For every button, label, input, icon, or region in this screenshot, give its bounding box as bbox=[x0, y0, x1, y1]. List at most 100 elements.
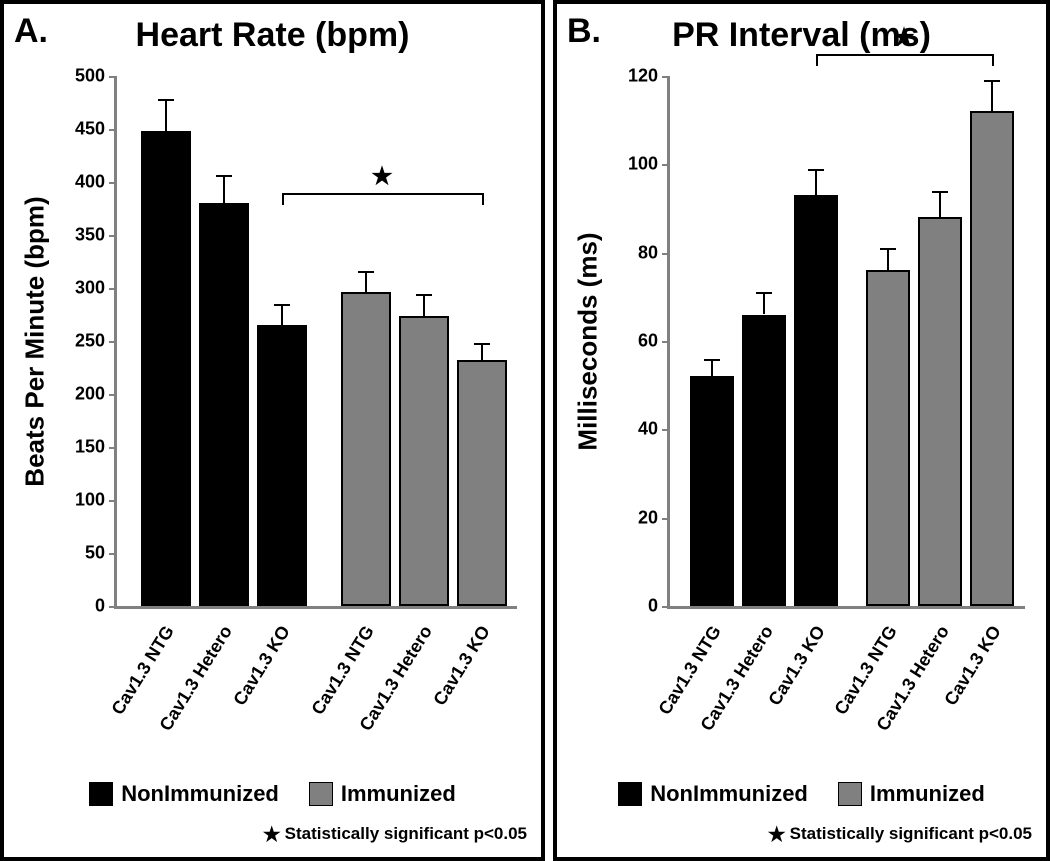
ytick-label: 120 bbox=[628, 66, 658, 87]
error-bar bbox=[711, 359, 713, 377]
error-cap bbox=[808, 169, 824, 171]
ytick bbox=[109, 606, 117, 608]
error-bar bbox=[991, 80, 993, 111]
ytick-label: 100 bbox=[628, 154, 658, 175]
error-bar bbox=[281, 304, 283, 325]
ytick-label: 400 bbox=[75, 172, 105, 193]
panel-a-title: Heart Rate (bpm) bbox=[4, 16, 541, 55]
bar bbox=[399, 316, 449, 606]
ytick-label: 200 bbox=[75, 384, 105, 405]
legend-label-immunized: Immunized bbox=[341, 781, 456, 807]
legend-label-immunized: Immunized bbox=[870, 781, 985, 807]
legend-label-nonimmunized: NonImmunized bbox=[650, 781, 808, 807]
star-icon: ★ bbox=[263, 824, 281, 846]
error-cap bbox=[880, 248, 896, 250]
error-cap bbox=[274, 304, 290, 306]
sig-bracket-drop bbox=[992, 54, 994, 66]
bar bbox=[141, 131, 191, 606]
ytick bbox=[109, 553, 117, 555]
legend-swatch-nonimmunized bbox=[618, 782, 642, 806]
ytick-label: 500 bbox=[75, 66, 105, 87]
panel-b-plot: 020406080100120Cav1.3 NTGCav1.3 HeteroCa… bbox=[667, 76, 1025, 609]
ytick-label: 300 bbox=[75, 278, 105, 299]
ytick bbox=[109, 182, 117, 184]
ytick bbox=[109, 76, 117, 78]
bar bbox=[257, 325, 307, 606]
error-cap bbox=[932, 191, 948, 193]
sig-bracket-drop bbox=[816, 54, 818, 66]
error-cap bbox=[756, 292, 772, 294]
ytick-label: 80 bbox=[638, 242, 658, 263]
ytick bbox=[662, 518, 670, 520]
figure: A. Heart Rate (bpm) Beats Per Minute (bp… bbox=[0, 0, 1050, 861]
legend-item-nonimmunized: NonImmunized bbox=[89, 781, 279, 807]
x-category-label: Cav1.3 KO bbox=[429, 622, 495, 709]
panel-a-ylabel-text: Beats Per Minute (bpm) bbox=[20, 196, 51, 486]
ytick bbox=[109, 500, 117, 502]
ytick bbox=[662, 606, 670, 608]
ytick-label: 250 bbox=[75, 331, 105, 352]
ytick-label: 150 bbox=[75, 437, 105, 458]
error-cap bbox=[216, 175, 232, 177]
panel-b-footnote: ★Statistically significant p<0.05 bbox=[768, 822, 1032, 847]
bar bbox=[690, 376, 734, 606]
error-cap bbox=[358, 271, 374, 273]
error-cap bbox=[158, 99, 174, 101]
panel-a-footnote: ★Statistically significant p<0.05 bbox=[263, 822, 527, 847]
error-bar bbox=[939, 191, 941, 218]
ytick-label: 20 bbox=[638, 507, 658, 528]
legend-item-immunized: Immunized bbox=[309, 781, 456, 807]
footnote-text: Statistically significant p<0.05 bbox=[790, 824, 1032, 843]
bar bbox=[970, 111, 1014, 606]
error-bar bbox=[481, 343, 483, 360]
star-icon: ★ bbox=[768, 824, 786, 846]
ytick-label: 0 bbox=[648, 596, 658, 617]
ytick-label: 0 bbox=[95, 596, 105, 617]
panel-a-legend: NonImmunized Immunized bbox=[4, 781, 541, 807]
legend-swatch-immunized bbox=[838, 782, 862, 806]
x-category-label: Cav1.3 KO bbox=[229, 622, 295, 709]
legend-label-nonimmunized: NonImmunized bbox=[121, 781, 279, 807]
ytick bbox=[109, 394, 117, 396]
sig-bracket-line bbox=[816, 54, 992, 56]
ytick bbox=[662, 164, 670, 166]
error-bar bbox=[763, 292, 765, 314]
error-bar bbox=[165, 99, 167, 131]
panel-a-plot: 050100150200250300350400450500Cav1.3 NTG… bbox=[114, 76, 517, 609]
bar bbox=[742, 315, 786, 607]
ytick-label: 40 bbox=[638, 419, 658, 440]
sig-bracket-line bbox=[282, 193, 482, 195]
bar bbox=[918, 217, 962, 606]
panel-b-legend: NonImmunized Immunized bbox=[557, 781, 1046, 807]
panel-b-title: PR Interval (ms) bbox=[557, 16, 1046, 55]
ytick bbox=[109, 235, 117, 237]
ytick-label: 100 bbox=[75, 490, 105, 511]
ytick bbox=[662, 341, 670, 343]
ytick-label: 350 bbox=[75, 225, 105, 246]
error-bar bbox=[887, 248, 889, 270]
bar bbox=[866, 270, 910, 606]
ytick bbox=[109, 447, 117, 449]
error-cap bbox=[474, 343, 490, 345]
error-cap bbox=[704, 359, 720, 361]
footnote-text: Statistically significant p<0.05 bbox=[285, 824, 527, 843]
ytick bbox=[109, 129, 117, 131]
legend-item-immunized: Immunized bbox=[838, 781, 985, 807]
error-cap bbox=[416, 294, 432, 296]
bar bbox=[341, 292, 391, 606]
bar bbox=[199, 203, 249, 606]
ytick-label: 60 bbox=[638, 331, 658, 352]
error-bar bbox=[815, 169, 817, 196]
error-bar bbox=[365, 271, 367, 292]
sig-bracket-drop bbox=[282, 193, 284, 205]
bar bbox=[794, 195, 838, 606]
ytick bbox=[109, 341, 117, 343]
bar bbox=[457, 360, 507, 606]
error-bar bbox=[423, 294, 425, 315]
legend-swatch-immunized bbox=[309, 782, 333, 806]
ytick-label: 50 bbox=[85, 543, 105, 564]
legend-swatch-nonimmunized bbox=[89, 782, 113, 806]
panel-a-ylabel: Beats Per Minute (bpm) bbox=[20, 76, 50, 606]
ytick bbox=[662, 253, 670, 255]
ytick bbox=[109, 288, 117, 290]
